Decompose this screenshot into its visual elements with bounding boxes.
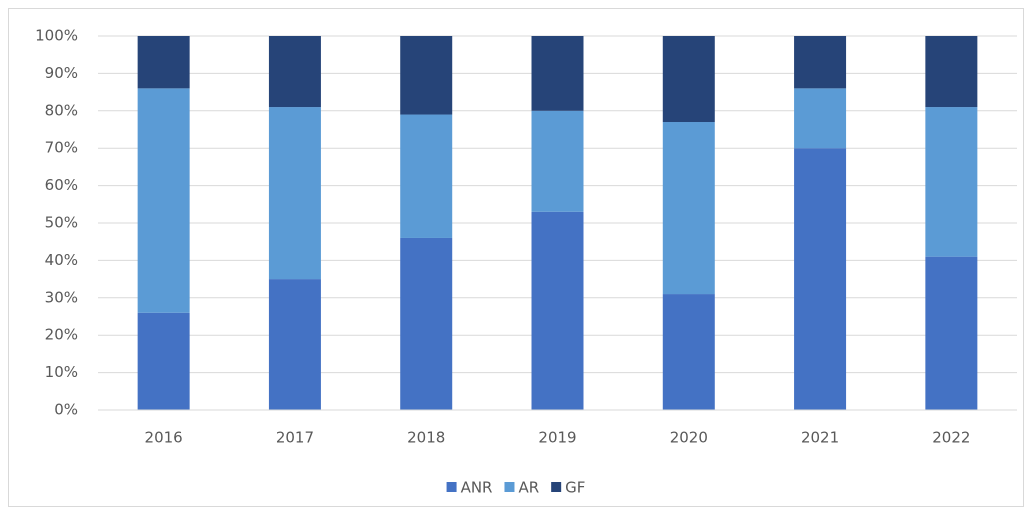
- y-tick-label: 70%: [45, 139, 78, 157]
- x-tick-label: 2022: [932, 429, 970, 447]
- x-tick-label: 2020: [670, 429, 708, 447]
- y-tick-label: 30%: [45, 288, 78, 306]
- bar-segment: [400, 114, 453, 238]
- bar-segment: [794, 88, 847, 149]
- bar-segment: [925, 36, 978, 108]
- bar-segment: [400, 237, 453, 410]
- bar-segment: [137, 36, 190, 89]
- y-tick-label: 20%: [45, 326, 78, 344]
- bar-segment: [662, 294, 715, 410]
- bar-segment: [794, 148, 847, 410]
- y-tick-label: 90%: [45, 64, 78, 82]
- y-tick-label: 10%: [45, 363, 78, 381]
- y-tick-label: 80%: [45, 101, 78, 119]
- legend-label: AR: [518, 479, 539, 497]
- x-tick-label: 2021: [801, 429, 839, 447]
- bar-segment: [531, 110, 584, 212]
- x-tick-label: 2018: [407, 429, 445, 447]
- x-tick-label: 2016: [145, 429, 183, 447]
- x-tick-label: 2019: [538, 429, 576, 447]
- legend-swatch: [446, 482, 457, 492]
- bar-segment: [137, 88, 190, 313]
- legend-label: GF: [565, 479, 585, 497]
- legend-swatch: [551, 482, 562, 492]
- bar-segment: [268, 107, 321, 280]
- bar-segment: [268, 279, 321, 410]
- y-tick-label: 40%: [45, 251, 78, 269]
- bar-segment: [794, 36, 847, 89]
- bar-segment: [925, 107, 978, 257]
- y-tick-label: 0%: [54, 401, 78, 419]
- bar-segment: [662, 122, 715, 295]
- y-tick-label: 50%: [45, 214, 78, 232]
- bar-segment: [531, 36, 584, 111]
- legend-label: ANR: [461, 479, 493, 497]
- bar-segment: [400, 36, 453, 115]
- bar-segment: [531, 211, 584, 410]
- bar-segment: [268, 36, 321, 108]
- legend-swatch: [504, 482, 515, 492]
- x-tick-label: 2017: [276, 429, 314, 447]
- bar-segment: [925, 256, 978, 410]
- bar-segment: [137, 312, 190, 410]
- y-tick-label: 100%: [35, 27, 78, 45]
- y-tick-label: 60%: [45, 176, 78, 194]
- bar-segment: [662, 36, 715, 123]
